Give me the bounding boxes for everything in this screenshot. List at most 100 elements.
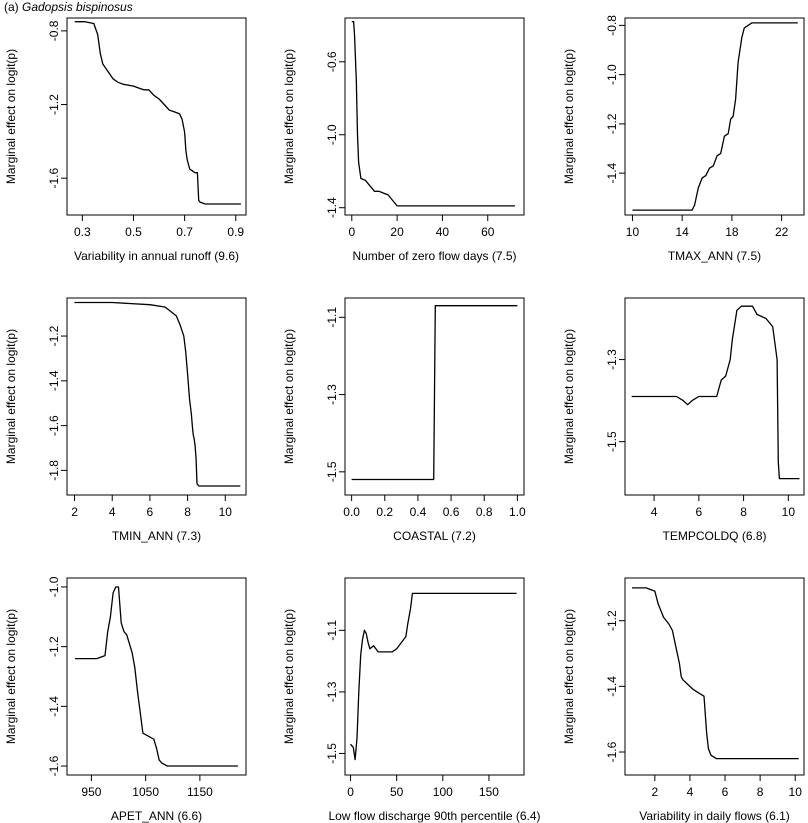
- x-axis-label: APET_ANN (6.6): [111, 809, 202, 823]
- x-axis: 10 14 18 22: [626, 215, 789, 239]
- y-tick-label: -1.2: [47, 325, 61, 346]
- y-axis-label: Marginal effect on logit(p): [282, 49, 296, 184]
- species-name: Gadopsis bispinosus: [22, 0, 133, 14]
- y-axis-label: Marginal effect on logit(p): [4, 49, 18, 184]
- y-axis-label: Marginal effect on logit(p): [562, 329, 576, 464]
- x-tick-label: 0.5: [125, 225, 142, 239]
- x-axis: 0.0 0.2 0.4 0.6 0.8 1.0: [343, 495, 526, 519]
- x-tick-label: 1150: [187, 785, 213, 799]
- y-axis: -1.6 -1.2 -0.8: [47, 20, 67, 189]
- x-axis: 2 4 6 8 10: [71, 495, 232, 519]
- x-tick-label: 0.8: [476, 505, 493, 519]
- x-tick-label: 40: [436, 225, 450, 239]
- x-tick-label: 10: [219, 505, 233, 519]
- y-tick-label: -1.2: [47, 636, 61, 657]
- x-tick-label: 10: [626, 225, 640, 239]
- x-axis: 950 1050 1150: [81, 775, 213, 799]
- x-tick-label: 4: [687, 785, 694, 799]
- y-axis-label: Marginal effect on logit(p): [4, 609, 18, 744]
- x-tick-label: 950: [81, 785, 101, 799]
- y-tick-label: -0.6: [325, 51, 339, 72]
- y-tick-label: -1.3: [605, 349, 619, 370]
- x-axis: 0.3 0.5 0.7 0.9: [74, 215, 244, 239]
- plot-frame: [624, 297, 805, 496]
- y-axis-label: Marginal effect on logit(p): [562, 49, 576, 184]
- y-tick-label: -1.6: [605, 741, 619, 762]
- series-line: [74, 301, 241, 487]
- y-tick-label: -0.8: [47, 20, 61, 41]
- y-axis-label: Marginal effect on logit(p): [562, 609, 576, 744]
- x-tick-label: 4: [109, 505, 116, 519]
- x-tick-label: 14: [676, 225, 690, 239]
- x-tick-label: 4: [651, 505, 658, 519]
- y-tick-label: -1.3: [325, 681, 339, 702]
- x-tick-label: 6: [147, 505, 154, 519]
- x-axis-label: Number of zero flow days (7.5): [352, 249, 516, 263]
- x-tick-label: 18: [725, 225, 739, 239]
- x-axis-label: TMIN_ANN (7.3): [112, 529, 201, 543]
- x-tick-label: 6: [722, 785, 729, 799]
- y-axis: -1.6 -1.4 -1.2: [605, 610, 625, 762]
- x-tick-label: 10: [789, 785, 803, 799]
- x-tick-label: 20: [390, 225, 404, 239]
- chart-panel: 10 14 18 22 -1.4 -1.2 -1.0 -0.8 TMAX_ANN (7.5) Ma…: [562, 15, 805, 263]
- y-tick-label: -1.5: [325, 743, 339, 764]
- chart-panel: 4 6 8 10 -1.5 -1.3 TEMPCOLDQ (6.8) Marginal eff…: [562, 297, 805, 543]
- x-tick-label: 22: [775, 225, 789, 239]
- y-tick-label: -1.4: [605, 162, 619, 183]
- x-tick-label: 2: [651, 785, 658, 799]
- y-tick-label: -1.4: [605, 676, 619, 697]
- panels-grid: 0.3 0.5 0.7 0.9 -1.6 -1.2 -0.8 Variability in a…: [4, 15, 805, 823]
- plot-frame: [344, 297, 525, 496]
- y-axis: -1.5 -1.3 -1.1: [325, 307, 345, 482]
- x-tick-label: 0.2: [376, 505, 393, 519]
- chart-panel: 950 1050 1150 -1.6 -1.4 -1.2 -1.0 APET_ANN (6.6…: [4, 576, 247, 823]
- y-tick-label: -1.4: [325, 197, 339, 218]
- y-tick-label: -0.8: [605, 15, 619, 36]
- y-axis: -1.4 -1.2 -1.0 -0.8: [605, 15, 625, 183]
- y-axis: -1.6 -1.4 -1.2 -1.0: [47, 576, 67, 776]
- x-tick-label: 0.7: [176, 225, 193, 239]
- y-tick-label: -1.2: [605, 610, 619, 631]
- x-axis-label: Low flow discharge 90th percentile (6.4): [328, 809, 540, 823]
- series-line: [631, 305, 800, 480]
- x-tick-label: 0.0: [343, 505, 360, 519]
- x-tick-label: 8: [184, 505, 191, 519]
- y-axis-label: Marginal effect on logit(p): [282, 609, 296, 744]
- y-tick-label: -1.0: [47, 576, 61, 597]
- x-tick-label: 0.3: [74, 225, 91, 239]
- x-tick-label: 100: [433, 785, 453, 799]
- x-tick-label: 6: [695, 505, 702, 519]
- chart-panel: 0.3 0.5 0.7 0.9 -1.6 -1.2 -0.8 Variability in a…: [4, 17, 247, 263]
- series-line: [351, 305, 518, 481]
- x-tick-label: 0.9: [227, 225, 244, 239]
- y-tick-label: -1.2: [47, 94, 61, 115]
- x-tick-label: 8: [740, 505, 747, 519]
- x-axis: 0 50 100 150: [347, 775, 499, 799]
- chart-panel: 2 4 6 8 10 -1.6 -1.4 -1.2 Variability in daily f…: [562, 577, 805, 823]
- plot-frame: [66, 577, 247, 776]
- x-tick-label: 50: [390, 785, 404, 799]
- plot-frame: [66, 17, 247, 216]
- series-line: [350, 592, 517, 761]
- x-tick-label: 8: [757, 785, 764, 799]
- y-tick-label: -1.6: [47, 415, 61, 436]
- y-tick-label: -1.3: [325, 384, 339, 405]
- x-axis-label: Variability in annual runoff (9.6): [74, 249, 239, 263]
- x-axis: 0 20 40 60: [348, 215, 495, 239]
- chart-panel: 2 4 6 8 10 -1.8 -1.6 -1.4 -1.2 TMIN_ANN (7.3) Marg…: [4, 297, 247, 543]
- y-axis: -1.5 -1.3 -1.1: [325, 620, 345, 764]
- x-tick-label: 0.6: [443, 505, 460, 519]
- plot-frame: [344, 577, 525, 776]
- series-line: [75, 586, 238, 767]
- plot-frame: [624, 577, 805, 776]
- x-tick-label: 0.4: [410, 505, 427, 519]
- series-line: [632, 587, 799, 760]
- y-tick-label: -1.5: [605, 431, 619, 452]
- panel-label: (a): [4, 0, 19, 14]
- x-tick-label: 2: [71, 505, 78, 519]
- y-tick-label: -1.4: [47, 370, 61, 391]
- x-tick-label: 1050: [132, 785, 159, 799]
- y-tick-label: -1.1: [325, 307, 339, 328]
